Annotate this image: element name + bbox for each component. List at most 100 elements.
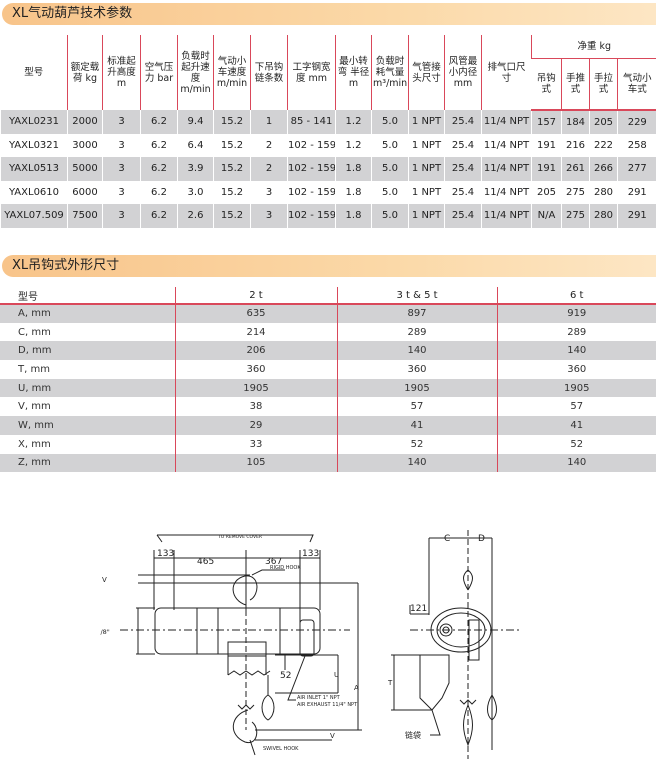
table-cell: 3.0 bbox=[177, 180, 214, 204]
table-cell: 41 bbox=[336, 416, 497, 435]
table-cell: 280 bbox=[589, 180, 618, 204]
table-cell: C, mm bbox=[18, 326, 51, 338]
table-cell: 6.2 bbox=[140, 133, 178, 157]
dim-367: 367 bbox=[265, 557, 282, 567]
table-cell: 15.2 bbox=[213, 157, 251, 181]
table-cell: 360 bbox=[336, 360, 497, 379]
table-cell: 5.0 bbox=[371, 110, 409, 134]
spec-header: 型号 bbox=[24, 67, 44, 78]
table-cell: 11/4 NPT bbox=[481, 110, 532, 134]
table-cell: 140 bbox=[336, 453, 497, 473]
table-cell: 102 - 159 bbox=[287, 180, 336, 204]
table-cell: 1.8 bbox=[335, 157, 372, 181]
dim-133-right: 133 bbox=[302, 549, 319, 559]
table-cell: 25.4 bbox=[444, 204, 482, 228]
table-cell: 3 bbox=[102, 180, 141, 204]
dim-header: 3 t & 5 t bbox=[336, 287, 497, 305]
table-row: YAXL07.509 7500 3 6.2 2.6 15.2 3 102 - 159 1.8 5.… bbox=[0, 204, 656, 228]
table-cell: 140 bbox=[496, 341, 656, 361]
spec-header: 最小转弯 半径 m bbox=[335, 35, 372, 110]
table-cell: 5.0 bbox=[371, 180, 409, 204]
table-cell: 6.2 bbox=[140, 110, 178, 134]
spec-header: 气动小车速度 m/min bbox=[213, 35, 251, 110]
table-cell: 291 bbox=[617, 180, 656, 204]
hoist-drawing: TO REMOVE COVER 133 465 367 133 RIGID HO… bbox=[100, 530, 520, 759]
table-cell: A, mm bbox=[0, 304, 175, 323]
table-cell: 3000 bbox=[67, 133, 103, 157]
table-cell: 25.4 bbox=[444, 180, 482, 204]
table-cell: 261 bbox=[561, 157, 590, 181]
rigid-hook-label: RIGID HOOK bbox=[270, 565, 301, 571]
table-cell: 11/4 NPT bbox=[481, 180, 532, 204]
table-cell: 205 bbox=[531, 180, 562, 204]
table-cell: 897 bbox=[336, 304, 497, 323]
table-cell: 2.6 bbox=[177, 204, 214, 228]
dim-t: T bbox=[387, 679, 393, 687]
table-cell: T, mm bbox=[18, 363, 50, 375]
chain-bag-label: 链袋 bbox=[405, 730, 421, 740]
spec-header: 工字钢宽度 mm bbox=[287, 35, 336, 110]
table-cell: 214 bbox=[174, 322, 337, 342]
spec-header: 下吊钩链条数 bbox=[250, 35, 288, 110]
table-cell: 1 NPT bbox=[408, 204, 445, 228]
table-cell: 275 bbox=[561, 204, 590, 228]
spec-header: 排气口尺寸 bbox=[481, 35, 532, 110]
dim-v-top: V bbox=[102, 576, 107, 584]
table-cell: 1905 bbox=[174, 378, 337, 398]
table-cell: 3 bbox=[102, 133, 141, 157]
table-cell: 15.2 bbox=[213, 110, 251, 134]
table-cell: 9.4 bbox=[177, 110, 214, 134]
table-row: D, mm 206 140 140 bbox=[0, 341, 656, 361]
table-cell: 1.2 bbox=[335, 133, 372, 157]
table-cell: 85 - 141 bbox=[287, 110, 336, 134]
spec-header: 负载时起升速度 m/min bbox=[177, 35, 214, 110]
table-cell: 289 bbox=[496, 322, 656, 342]
table-cell: 205 bbox=[589, 110, 618, 134]
spec-section-title: XL气动葫芦技术参数 bbox=[2, 3, 656, 25]
table-cell: 6.2 bbox=[140, 180, 178, 204]
table-cell: Z, mm bbox=[0, 453, 175, 473]
table-cell: 206 bbox=[174, 341, 337, 361]
dim-465: 465 bbox=[197, 557, 214, 567]
table-cell: 1 NPT bbox=[408, 157, 445, 181]
spec-header: 气管接头尺寸 bbox=[408, 35, 445, 110]
table-cell: 1 NPT bbox=[408, 133, 445, 157]
spec-table: 型号 额定载荷 kg 标准起升高度 m 空气压力 bar 负载时起升速度 m/min 气动… bbox=[0, 35, 656, 228]
table-cell: 216 bbox=[561, 133, 590, 157]
table-cell: 3 bbox=[102, 204, 141, 228]
table-cell: 11/4 NPT bbox=[481, 204, 532, 228]
table-cell: 919 bbox=[496, 304, 656, 323]
table-cell: 1.8 bbox=[335, 204, 372, 228]
dim-12-3-8: 12 3/8" bbox=[100, 628, 110, 636]
table-cell: 33 bbox=[174, 434, 337, 454]
table-row: C, mm 214 289 289 bbox=[0, 322, 656, 342]
table-cell: 140 bbox=[336, 341, 497, 361]
table-cell: 360 bbox=[174, 360, 337, 379]
net-weight-header: 净重 kg bbox=[531, 35, 656, 59]
table-cell: 184 bbox=[561, 110, 590, 134]
air-exhaust-label: AIR EXHAUST 11/4" NPT bbox=[297, 702, 358, 708]
table-cell: 1.2 bbox=[335, 110, 372, 134]
table-cell: 57 bbox=[336, 397, 497, 417]
table-cell: 3 bbox=[250, 180, 288, 204]
dim-header: 2 t bbox=[174, 287, 337, 305]
spec-header: 额定载荷 kg bbox=[67, 35, 103, 110]
table-cell: 277 bbox=[617, 157, 656, 181]
table-row: YAXL0231 2000 3 6.2 9.4 15.2 1 85 - 141 1.2 5.0 1 … bbox=[0, 110, 656, 134]
table-cell: 41 bbox=[496, 416, 656, 435]
table-cell: 1 NPT bbox=[408, 110, 445, 134]
table-cell: 15.2 bbox=[213, 180, 251, 204]
table-cell: 15.2 bbox=[213, 133, 251, 157]
dim-121: 121 bbox=[410, 604, 427, 614]
table-cell: 6.2 bbox=[140, 157, 178, 181]
dim-c: C bbox=[444, 534, 450, 544]
table-cell: 2000 bbox=[67, 110, 103, 134]
table-cell: YAXL07.509 bbox=[0, 204, 68, 228]
spec-header: 风管最小内径 mm bbox=[444, 35, 482, 110]
table-cell: 229 bbox=[617, 110, 656, 134]
table-cell: 360 bbox=[496, 360, 656, 379]
table-cell: 1905 bbox=[496, 378, 656, 398]
table-row: T, mm 360 360 360 bbox=[0, 360, 656, 379]
table-cell: 1 bbox=[250, 110, 288, 134]
